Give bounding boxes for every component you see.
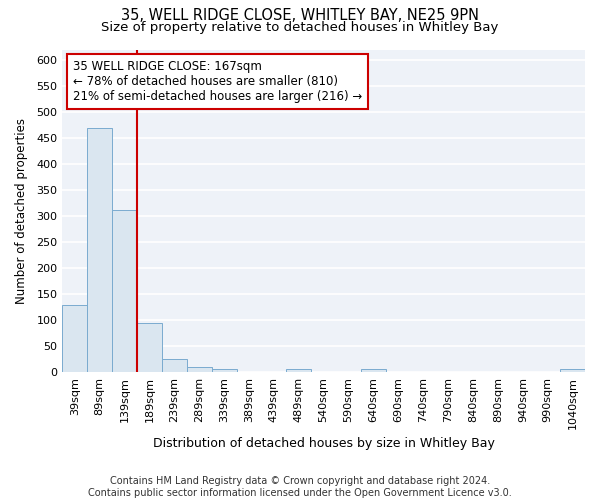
Bar <box>187 366 212 372</box>
Y-axis label: Number of detached properties: Number of detached properties <box>15 118 28 304</box>
Bar <box>361 370 386 372</box>
Bar <box>162 359 187 372</box>
X-axis label: Distribution of detached houses by size in Whitley Bay: Distribution of detached houses by size … <box>153 437 494 450</box>
Bar <box>560 370 585 372</box>
Text: 35, WELL RIDGE CLOSE, WHITLEY BAY, NE25 9PN: 35, WELL RIDGE CLOSE, WHITLEY BAY, NE25 … <box>121 8 479 22</box>
Bar <box>137 322 162 372</box>
Text: Size of property relative to detached houses in Whitley Bay: Size of property relative to detached ho… <box>101 21 499 34</box>
Bar <box>87 128 112 372</box>
Text: Contains HM Land Registry data © Crown copyright and database right 2024.
Contai: Contains HM Land Registry data © Crown c… <box>88 476 512 498</box>
Text: 35 WELL RIDGE CLOSE: 167sqm
← 78% of detached houses are smaller (810)
21% of se: 35 WELL RIDGE CLOSE: 167sqm ← 78% of det… <box>73 60 362 102</box>
Bar <box>212 370 236 372</box>
Bar <box>112 210 137 372</box>
Bar <box>62 306 87 372</box>
Bar <box>286 370 311 372</box>
